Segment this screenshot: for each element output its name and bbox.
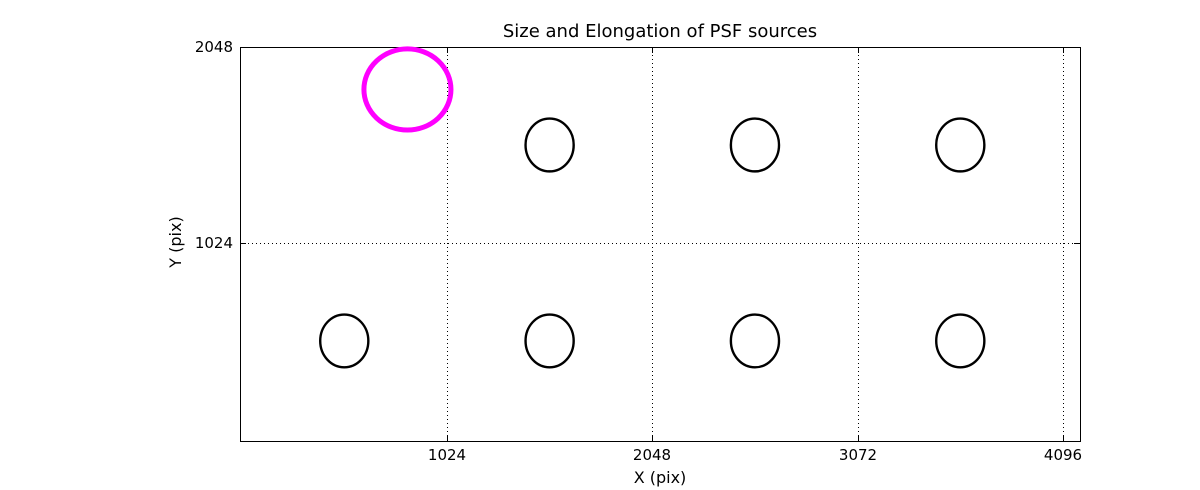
chart-title: Size and Elongation of PSF sources (502, 21, 818, 42)
psf-source-ellipse (935, 313, 986, 369)
x-axis-label: X (pix) (633, 468, 687, 487)
psf-source-ellipse-highlighted (361, 46, 454, 133)
y-axis-label: Y (pix) (166, 216, 185, 268)
psf-source-ellipse (729, 313, 781, 369)
x-tick-label: 2048 (633, 446, 671, 464)
axes-box (240, 47, 1081, 442)
psf-source-ellipse (935, 117, 986, 173)
y-tick-label: 1024 (195, 234, 233, 252)
psf-source-ellipse (524, 117, 575, 173)
psf-source-ellipse (524, 313, 575, 369)
psf-source-ellipse (729, 117, 781, 173)
y-tick-label: 2048 (195, 38, 233, 56)
x-tick-label: 1024 (428, 446, 466, 464)
x-tick-label: 4096 (1044, 446, 1082, 464)
x-tick-label: 3072 (839, 446, 877, 464)
psf-source-ellipse (319, 313, 370, 369)
